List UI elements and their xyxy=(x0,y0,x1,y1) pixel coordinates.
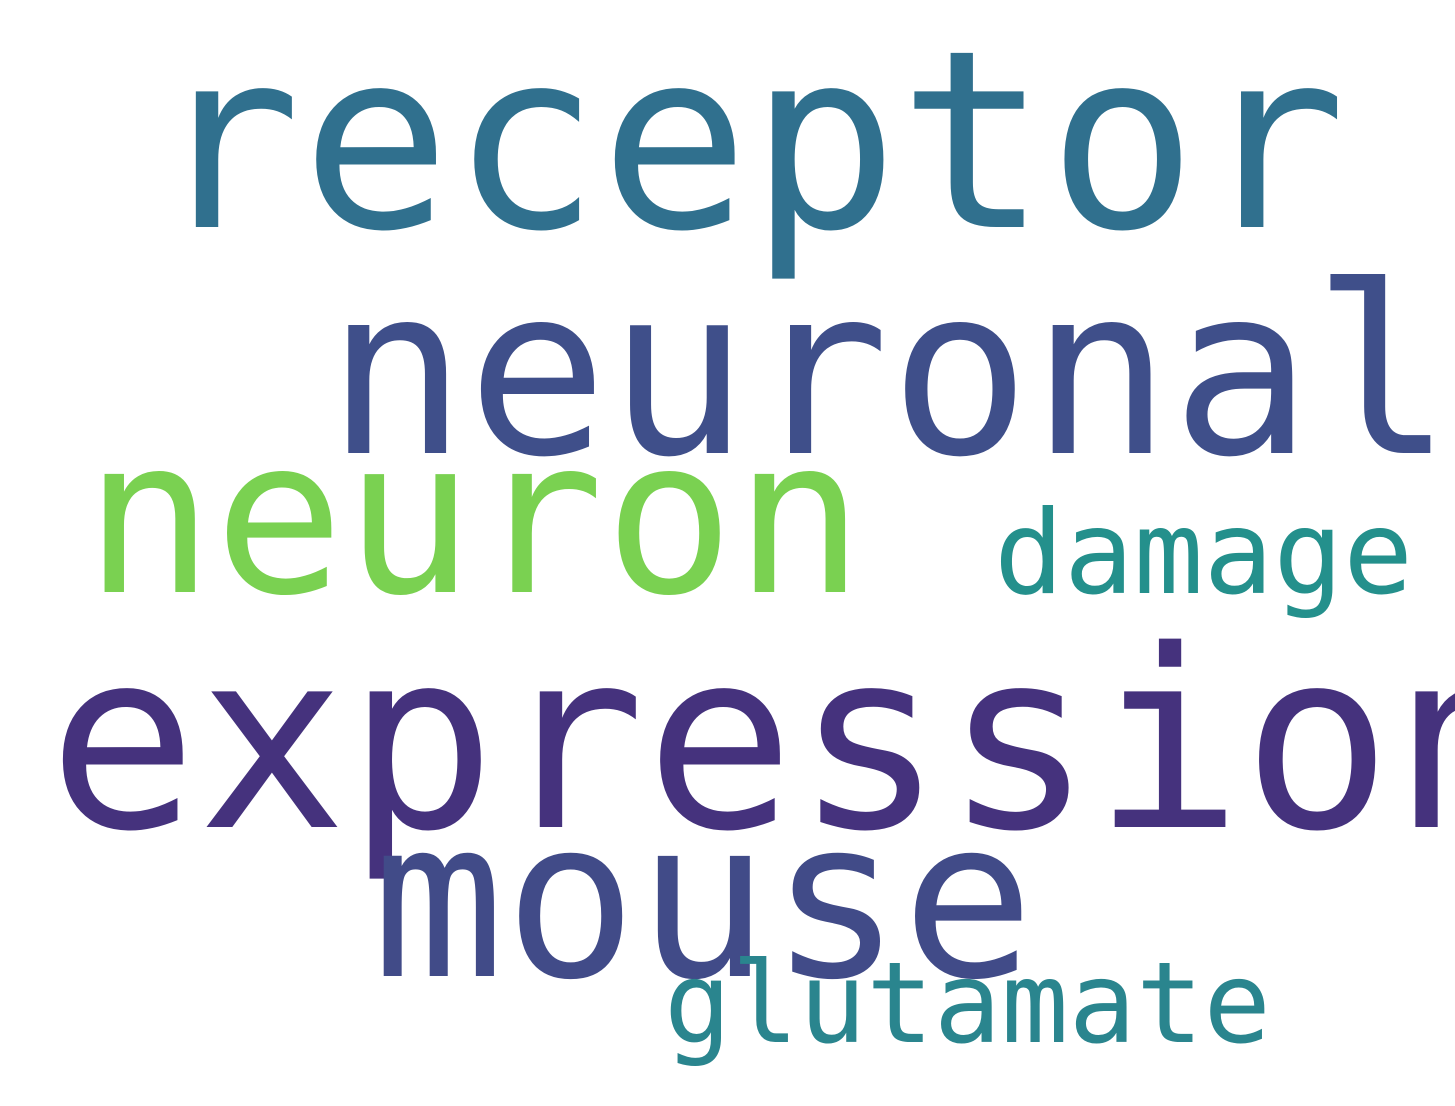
word-mouse: mouse xyxy=(372,772,1035,1028)
word-neuronal: neuronal xyxy=(326,237,1454,509)
word-receptor: receptor xyxy=(152,0,1347,286)
word-damage: damage xyxy=(994,486,1414,621)
word-neuron: neuron xyxy=(84,392,865,643)
word-expression: expression xyxy=(48,598,1455,886)
word-glutamate: glutamate xyxy=(664,939,1271,1069)
